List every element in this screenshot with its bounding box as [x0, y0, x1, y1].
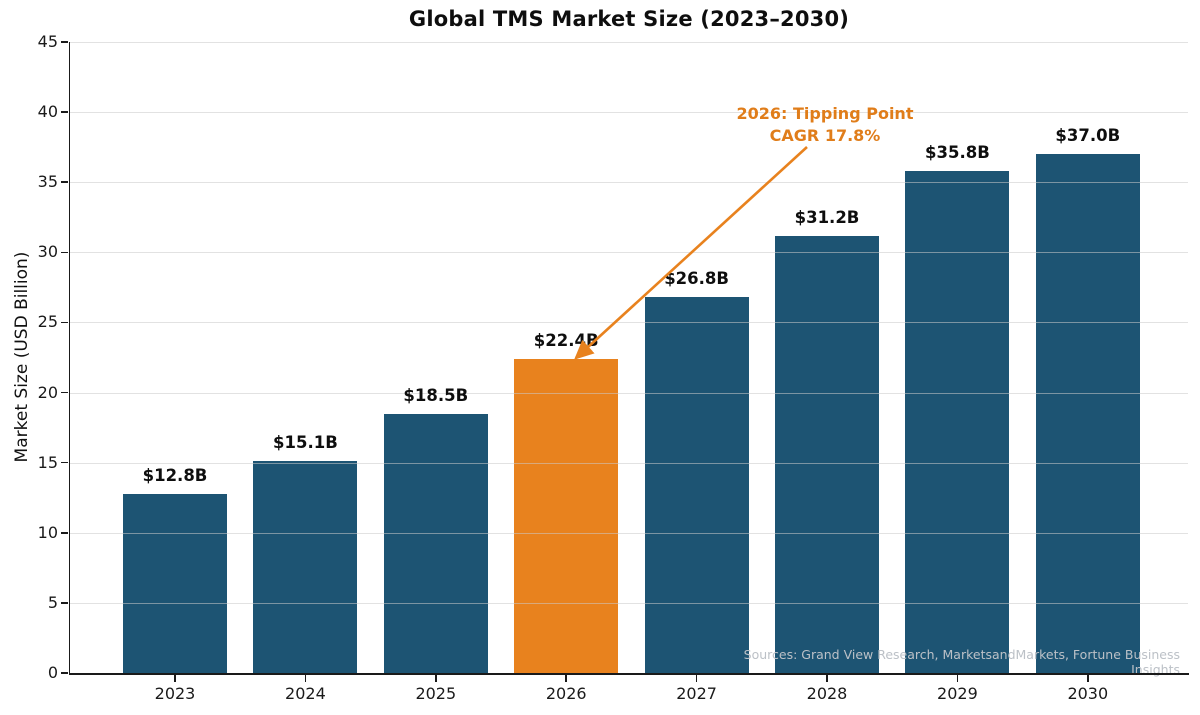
- y-tick-label-20: 20: [37, 382, 58, 402]
- x-tick-label-2024: 2024: [285, 684, 326, 703]
- x-tick-label-2023: 2023: [154, 684, 196, 703]
- x-tick-label-2028: 2028: [806, 684, 848, 703]
- x-tick-mark-2029: [956, 675, 959, 682]
- x-tick-label-2029: 2029: [937, 684, 978, 703]
- bar-2024: [253, 461, 358, 673]
- y-tick-mark-5: [61, 602, 68, 604]
- bar-2025: [383, 413, 488, 673]
- value-label-2026: $22.4B: [533, 330, 599, 350]
- value-label-2023: $12.8B: [142, 465, 208, 485]
- y-tick-mark-45: [61, 41, 68, 43]
- y-tick-label-45: 45: [37, 32, 58, 51]
- y-tick-mark-40: [61, 111, 68, 113]
- x-tick-label-2030: 2030: [1067, 684, 1109, 703]
- x-axis-spine: [68, 673, 1189, 675]
- gridline-45: [70, 42, 1188, 43]
- value-label-2030: $37.0B: [1055, 126, 1121, 146]
- gridline-20: [70, 392, 1188, 394]
- y-tick-label-40: 40: [37, 102, 58, 122]
- x-tick-label-2025: 2025: [415, 684, 457, 703]
- y-tick-label-30: 30: [37, 242, 58, 262]
- x-tick-mark-2025: [435, 675, 437, 682]
- y-tick-label-15: 15: [37, 452, 58, 472]
- annotation-line2: CAGR 17.8%: [769, 126, 881, 145]
- y-tick-label-5: 5: [47, 592, 58, 612]
- bar-2028: [775, 235, 879, 673]
- gridline-15: [70, 462, 1188, 464]
- gridline-25: [70, 322, 1188, 324]
- value-label-2025: $18.5B: [403, 385, 469, 405]
- value-label-2024: $15.1B: [273, 433, 338, 453]
- annotation-callout: 2026: Tipping Point CAGR 17.8%: [700, 103, 950, 147]
- x-tick-mark-2027: [695, 675, 698, 682]
- y-tick-mark-15: [61, 461, 68, 464]
- value-label-2028: $31.2B: [794, 207, 860, 227]
- x-tick-mark-2030: [1087, 675, 1089, 682]
- bar-2030: [1035, 154, 1140, 673]
- x-tick-mark-2024: [304, 675, 307, 682]
- bar-2026: [514, 358, 619, 673]
- y-tick-mark-10: [61, 531, 68, 534]
- annotation-line1: 2026: Tipping Point: [736, 104, 914, 123]
- plot-area: [70, 42, 1188, 673]
- value-label-2027: $26.8B: [664, 269, 729, 289]
- gridline-10: [70, 532, 1188, 534]
- y-tick-label-25: 25: [37, 312, 58, 332]
- gridline-5: [70, 602, 1188, 604]
- bar-2027: [644, 297, 749, 673]
- bar-2029: [905, 171, 1010, 673]
- gridline-40: [70, 112, 1188, 114]
- y-tick-mark-35: [61, 181, 68, 184]
- y-tick-mark-0: [61, 672, 68, 674]
- gridline-30: [70, 252, 1188, 254]
- chart-title: Global TMS Market Size (2023–2030): [408, 7, 850, 31]
- value-label-2029: $35.8B: [925, 143, 990, 162]
- y-tick-label-35: 35: [37, 172, 58, 192]
- x-tick-mark-2023: [174, 675, 176, 682]
- bar-2023: [123, 493, 227, 673]
- y-axis-spine: [68, 42, 71, 674]
- gridline-35: [70, 182, 1188, 184]
- x-tick-label-2027: 2027: [676, 684, 717, 703]
- y-tick-mark-25: [61, 321, 68, 324]
- y-tick-label-0: 0: [47, 663, 58, 682]
- x-tick-mark-2028: [826, 675, 828, 682]
- x-tick-label-2026: 2026: [545, 684, 587, 703]
- y-axis-label: Market Size (USD Billion): [12, 251, 32, 463]
- y-tick-mark-20: [61, 391, 68, 394]
- x-tick-mark-2026: [565, 675, 567, 682]
- y-tick-mark-30: [61, 251, 68, 254]
- y-tick-label-10: 10: [37, 522, 58, 542]
